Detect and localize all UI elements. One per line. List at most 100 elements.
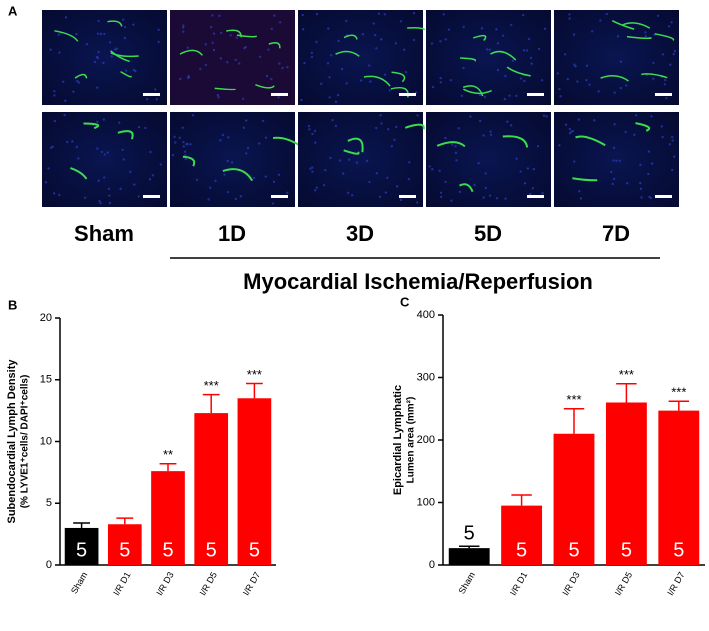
nucleus xyxy=(246,146,250,150)
vessel xyxy=(236,34,258,38)
nucleus xyxy=(430,42,434,45)
nucleus xyxy=(613,91,616,94)
nucleus xyxy=(537,47,541,51)
nucleus xyxy=(265,74,269,78)
x-tick-label: I/R D1 xyxy=(111,570,132,597)
n-label: 5 xyxy=(76,539,87,561)
nucleus xyxy=(149,150,152,154)
nucleus xyxy=(663,83,667,86)
nucleus xyxy=(378,195,382,198)
nucleus xyxy=(124,69,128,72)
nucleus xyxy=(454,151,458,155)
nucleus xyxy=(388,89,392,92)
nucleus xyxy=(103,176,106,179)
micrograph xyxy=(42,10,167,105)
nucleus xyxy=(241,97,245,101)
nucleus xyxy=(644,31,647,34)
nucleus xyxy=(404,71,408,74)
micrograph xyxy=(554,10,679,105)
nucleus xyxy=(326,62,330,65)
nucleus xyxy=(53,119,57,123)
nucleus xyxy=(219,139,222,142)
nucleus xyxy=(178,136,181,140)
vessel xyxy=(54,30,79,42)
nucleus xyxy=(252,176,256,180)
nucleus xyxy=(647,172,650,176)
nucleus xyxy=(129,170,132,174)
x-tick-label: I/R D7 xyxy=(241,570,262,597)
nucleus xyxy=(238,62,241,65)
nucleus xyxy=(187,74,190,78)
vessel xyxy=(182,155,196,167)
nucleus xyxy=(219,57,223,60)
vessel xyxy=(611,19,635,30)
vessel xyxy=(179,49,203,56)
nucleus xyxy=(615,159,618,163)
bar xyxy=(501,505,543,565)
nucleus xyxy=(226,159,229,163)
nucleus xyxy=(367,64,371,67)
nucleus xyxy=(337,39,340,43)
nucleus xyxy=(96,86,99,89)
nucleus xyxy=(121,148,124,152)
nucleus xyxy=(462,25,465,29)
nucleus xyxy=(495,197,499,200)
nucleus xyxy=(365,159,369,163)
x-tick-label: I/R D3 xyxy=(154,570,175,597)
nucleus xyxy=(661,53,665,56)
nucleus xyxy=(189,143,192,146)
nucleus xyxy=(585,78,588,82)
nucleus xyxy=(346,191,350,195)
nucleus xyxy=(624,130,627,134)
nucleus xyxy=(270,77,273,81)
nucleus xyxy=(482,196,485,199)
nucleus xyxy=(672,52,675,56)
nucleus xyxy=(483,95,487,99)
nucleus xyxy=(310,51,314,55)
nucleus xyxy=(671,139,674,142)
vessel xyxy=(472,34,487,41)
nucleus xyxy=(439,40,442,43)
nucleus xyxy=(212,32,216,35)
nucleus xyxy=(307,124,311,128)
nucleus xyxy=(670,168,674,172)
nucleus xyxy=(258,55,262,58)
x-tick-label: Sham xyxy=(69,570,89,595)
nucleus xyxy=(182,145,185,148)
vessel xyxy=(506,66,531,77)
nucleus xyxy=(660,125,664,128)
nucleus xyxy=(108,194,111,197)
nucleus xyxy=(372,22,375,25)
nucleus xyxy=(58,193,61,197)
y-tick-label: 300 xyxy=(417,371,435,383)
bar xyxy=(658,410,700,565)
nucleus xyxy=(211,14,214,17)
nucleus xyxy=(122,158,125,161)
nucleus xyxy=(566,77,570,81)
nucleus xyxy=(214,179,217,183)
nucleus xyxy=(556,72,560,75)
n-label: 5 xyxy=(119,539,130,561)
nucleus xyxy=(576,80,579,83)
nucleus xyxy=(407,177,411,181)
nucleus xyxy=(63,113,66,117)
nucleus xyxy=(578,189,581,193)
y-axis-label: (% LYVE1⁺cells/ DAPI⁺cells) xyxy=(20,375,31,509)
nucleus xyxy=(310,55,314,59)
nucleus xyxy=(315,186,319,189)
nucleus xyxy=(454,144,457,148)
nucleus xyxy=(673,49,677,53)
nucleus xyxy=(439,191,443,194)
n-label: 5 xyxy=(568,539,579,561)
nucleus xyxy=(368,180,371,184)
nucleus xyxy=(272,180,276,184)
nucleus xyxy=(286,191,289,195)
nucleus xyxy=(270,27,273,31)
nucleus xyxy=(640,196,643,199)
nucleus xyxy=(207,198,210,201)
nucleus xyxy=(223,173,226,176)
scale-bar xyxy=(527,93,544,96)
nucleus xyxy=(151,174,155,177)
nucleus xyxy=(245,152,248,155)
n-label: 5 xyxy=(464,522,475,544)
